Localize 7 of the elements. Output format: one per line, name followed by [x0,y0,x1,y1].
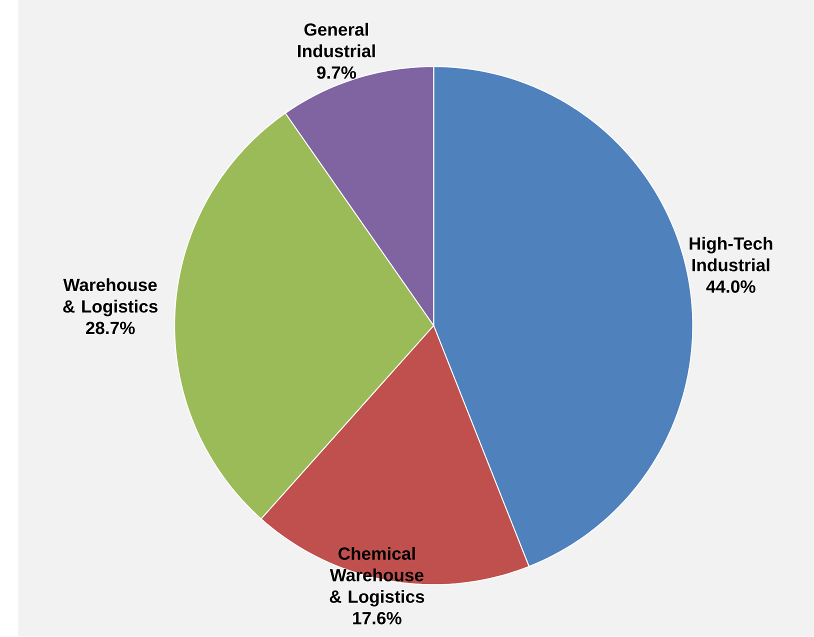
data-label: 44.0% [706,280,756,294]
slice-label: High-Tech Industrial [690,237,772,272]
data-label: 28.7% [86,322,135,334]
slice-label: Warehouse & Logistics [63,278,158,316]
data-label: 9.7% [317,66,356,80]
slice-label: General Industrial [298,23,375,58]
data-label: 17.6% [353,612,402,625]
